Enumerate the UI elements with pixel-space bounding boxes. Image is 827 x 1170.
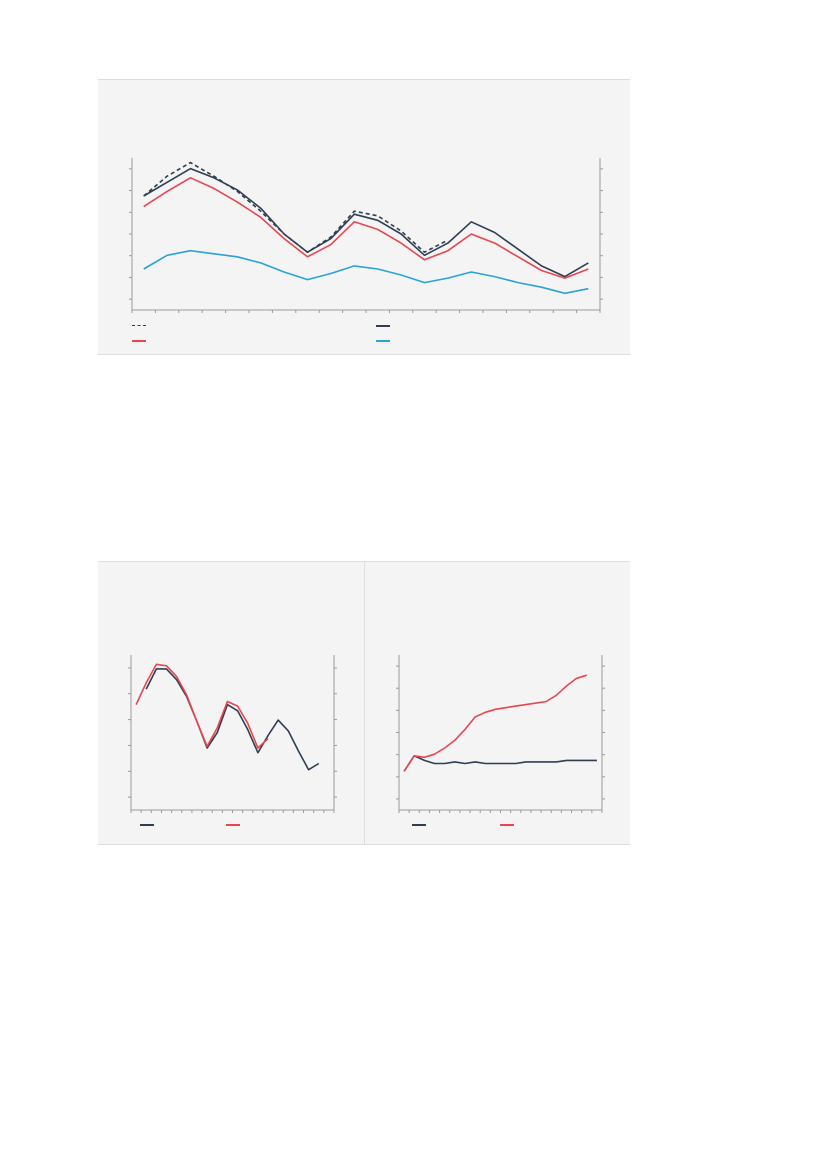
legend-swatch-dashed-navy <box>132 325 146 326</box>
legend-bl-item-1 <box>140 824 158 826</box>
legend-swatch-navy <box>140 824 154 826</box>
series-line-3 <box>143 177 589 279</box>
legend-item-3 <box>132 340 150 342</box>
series-line-2 <box>403 674 588 772</box>
series-line-1 <box>143 161 449 253</box>
legend-item-1 <box>132 325 150 326</box>
legend-swatch-navy <box>376 325 390 327</box>
panel-divider <box>364 562 365 844</box>
legend-item-4 <box>376 340 394 342</box>
legend-br-item-2 <box>500 824 518 826</box>
series-line-1 <box>403 755 597 772</box>
legend-swatch-red <box>226 824 240 826</box>
chart-panel-top <box>98 79 630 355</box>
legend-swatch-red <box>500 824 514 826</box>
legend-item-2 <box>376 325 394 327</box>
legend-swatch-blue <box>376 340 390 342</box>
legend-br-item-1 <box>412 824 430 826</box>
legend-bl-item-2 <box>226 824 244 826</box>
series-line-2 <box>135 663 269 749</box>
chart-bottom-left-svg <box>128 655 337 813</box>
series-line-4 <box>143 249 589 295</box>
chart-panel-bottom <box>98 561 630 845</box>
series-line-1 <box>145 668 320 771</box>
legend-swatch-red <box>132 340 146 342</box>
series-line-2 <box>143 167 589 278</box>
legend-swatch-navy <box>412 824 426 826</box>
chart-bottom-right-svg <box>396 655 605 813</box>
chart-top-svg <box>129 158 603 313</box>
